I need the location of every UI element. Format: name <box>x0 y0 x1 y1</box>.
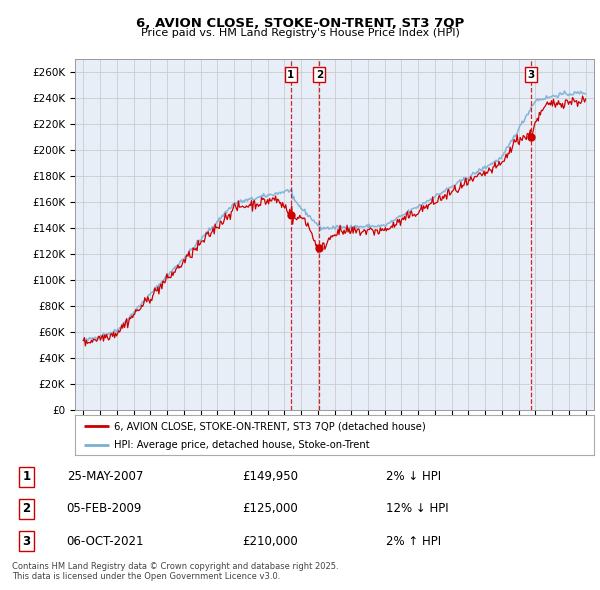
Text: 06-OCT-2021: 06-OCT-2021 <box>67 535 144 548</box>
Text: 6, AVION CLOSE, STOKE-ON-TRENT, ST3 7QP (detached house): 6, AVION CLOSE, STOKE-ON-TRENT, ST3 7QP … <box>114 421 425 431</box>
Text: 1: 1 <box>287 70 295 80</box>
Text: 3: 3 <box>22 535 31 548</box>
Text: 6, AVION CLOSE, STOKE-ON-TRENT, ST3 7QP: 6, AVION CLOSE, STOKE-ON-TRENT, ST3 7QP <box>136 17 464 30</box>
Text: Price paid vs. HM Land Registry's House Price Index (HPI): Price paid vs. HM Land Registry's House … <box>140 28 460 38</box>
Text: £210,000: £210,000 <box>242 535 298 548</box>
Text: £125,000: £125,000 <box>242 502 298 516</box>
Text: 05-FEB-2009: 05-FEB-2009 <box>67 502 142 516</box>
Text: 1: 1 <box>22 470 31 483</box>
Text: 3: 3 <box>527 70 535 80</box>
Text: 2% ↓ HPI: 2% ↓ HPI <box>386 470 442 483</box>
Text: Contains HM Land Registry data © Crown copyright and database right 2025.
This d: Contains HM Land Registry data © Crown c… <box>12 562 338 581</box>
Text: 2: 2 <box>22 502 31 516</box>
Text: HPI: Average price, detached house, Stoke-on-Trent: HPI: Average price, detached house, Stok… <box>114 440 370 450</box>
Text: 12% ↓ HPI: 12% ↓ HPI <box>386 502 449 516</box>
Text: 25-MAY-2007: 25-MAY-2007 <box>67 470 143 483</box>
Text: £149,950: £149,950 <box>242 470 298 483</box>
Text: 2% ↑ HPI: 2% ↑ HPI <box>386 535 442 548</box>
Text: 2: 2 <box>316 70 323 80</box>
